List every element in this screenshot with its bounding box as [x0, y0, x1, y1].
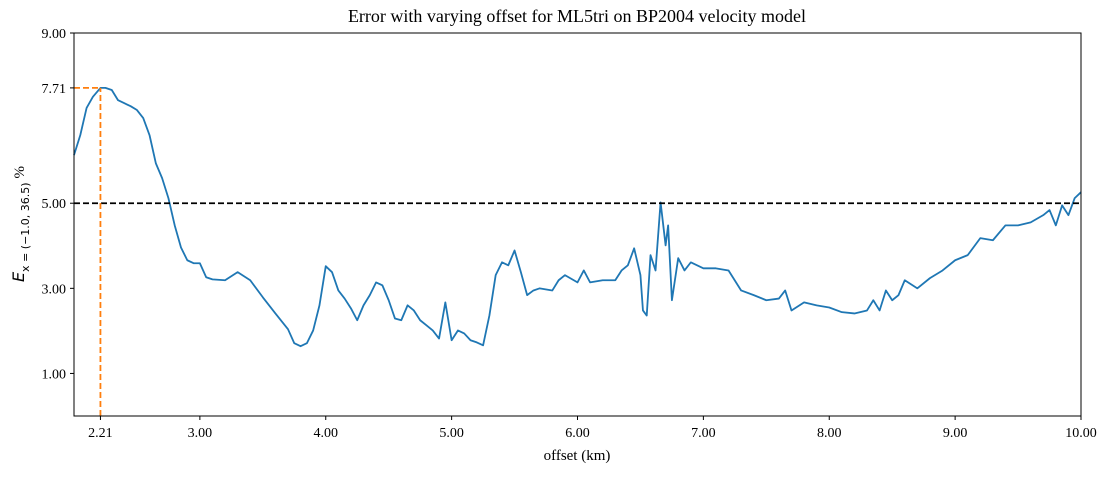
y-axis-label: Ex = (−1.0, 36.5)%: [9, 166, 32, 282]
plot-frame: [73, 32, 1082, 417]
y-tick-label: 1.00: [42, 367, 67, 382]
x-tick-label: 10.00: [1065, 426, 1097, 441]
x-tick-label: 6.00: [565, 426, 590, 441]
x-tick-label: 7.00: [691, 426, 716, 441]
x-tick-label: 3.00: [188, 426, 213, 441]
data-line: [73, 87, 1082, 348]
chart-title: Error with varying offset for ML5tri on …: [348, 6, 806, 26]
x-tick-label: 4.00: [314, 426, 339, 441]
x-tick-label: 9.00: [943, 426, 968, 441]
y-tick-label: 9.00: [42, 27, 67, 42]
y-tick-label: 5.00: [42, 197, 67, 212]
y-label-unit: %: [12, 166, 28, 179]
x-tick-label: 5.00: [439, 426, 464, 441]
x-tick-label: 2.21: [88, 426, 113, 441]
y-label-subscript: x = (−1.0, 36.5): [19, 182, 32, 272]
y-label-symbol: E: [9, 271, 28, 282]
y-tick-label: 3.00: [42, 282, 67, 297]
y-tick-label: 7.71: [42, 82, 67, 97]
x-axis-label: offset (km): [544, 448, 611, 464]
x-tick-label: 8.00: [817, 426, 842, 441]
